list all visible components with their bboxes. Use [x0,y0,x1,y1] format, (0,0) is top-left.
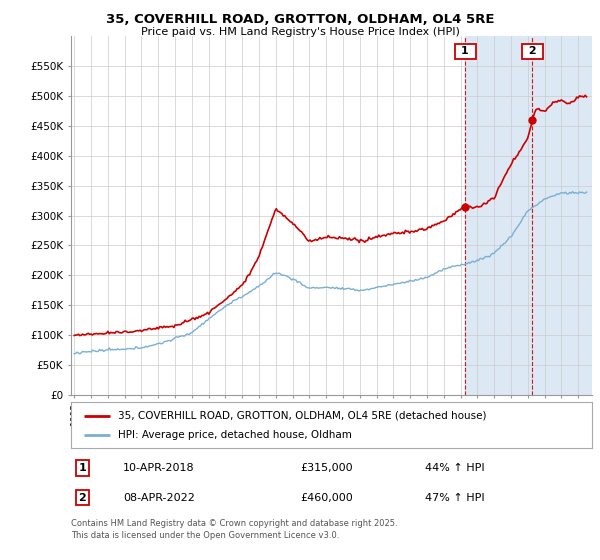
Text: 10-APR-2018: 10-APR-2018 [123,463,194,473]
Text: £460,000: £460,000 [300,492,353,502]
Text: 08-APR-2022: 08-APR-2022 [123,492,195,502]
Text: 35, COVERHILL ROAD, GROTTON, OLDHAM, OL4 5RE (detached house): 35, COVERHILL ROAD, GROTTON, OLDHAM, OL4… [118,411,486,421]
Bar [532,36,592,395]
Text: Price paid vs. HM Land Registry's House Price Index (HPI): Price paid vs. HM Land Registry's House … [140,27,460,37]
Text: 1: 1 [457,46,473,57]
Text: 2: 2 [524,46,540,57]
Text: 35, COVERHILL ROAD, GROTTON, OLDHAM, OL4 5RE: 35, COVERHILL ROAD, GROTTON, OLDHAM, OL4… [106,13,494,26]
Text: 47% ↑ HPI: 47% ↑ HPI [425,492,485,502]
Text: 44% ↑ HPI: 44% ↑ HPI [425,463,485,473]
Text: £315,000: £315,000 [300,463,353,473]
Bar [465,36,532,395]
Text: 1: 1 [79,463,86,473]
Text: Contains HM Land Registry data © Crown copyright and database right 2025.
This d: Contains HM Land Registry data © Crown c… [71,519,397,540]
Text: 2: 2 [79,492,86,502]
Text: HPI: Average price, detached house, Oldham: HPI: Average price, detached house, Oldh… [118,430,352,440]
